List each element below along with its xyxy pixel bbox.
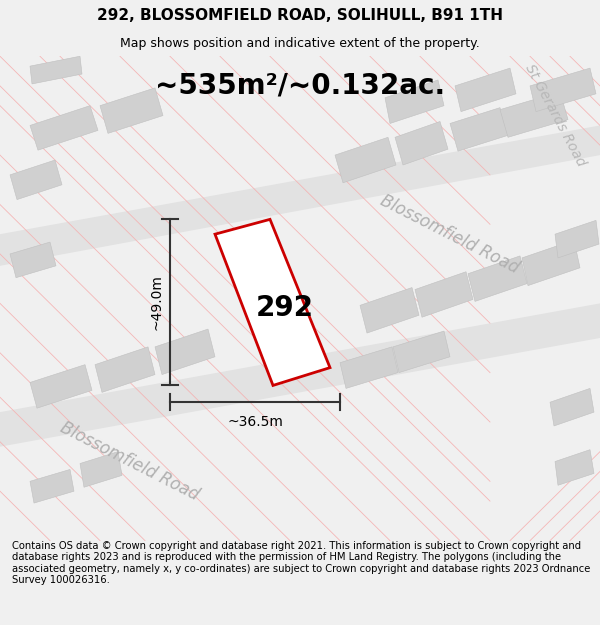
Polygon shape bbox=[30, 469, 74, 503]
Text: St Gerards Road: St Gerards Road bbox=[522, 62, 588, 169]
Polygon shape bbox=[335, 138, 396, 182]
Text: 292: 292 bbox=[256, 294, 314, 322]
Polygon shape bbox=[393, 331, 450, 372]
Text: Contains OS data © Crown copyright and database right 2021. This information is : Contains OS data © Crown copyright and d… bbox=[12, 541, 590, 586]
Polygon shape bbox=[555, 449, 594, 485]
Text: ~36.5m: ~36.5m bbox=[227, 415, 283, 429]
Polygon shape bbox=[0, 303, 600, 447]
Polygon shape bbox=[468, 256, 527, 301]
Polygon shape bbox=[10, 242, 56, 278]
Polygon shape bbox=[30, 56, 82, 84]
Polygon shape bbox=[155, 329, 215, 374]
Polygon shape bbox=[10, 160, 62, 199]
Polygon shape bbox=[522, 240, 580, 286]
Polygon shape bbox=[100, 88, 163, 133]
Polygon shape bbox=[500, 92, 568, 138]
Polygon shape bbox=[550, 388, 594, 426]
Polygon shape bbox=[340, 347, 398, 388]
Polygon shape bbox=[360, 288, 419, 333]
Polygon shape bbox=[30, 364, 92, 408]
Polygon shape bbox=[555, 221, 599, 258]
Polygon shape bbox=[0, 126, 600, 266]
Polygon shape bbox=[80, 452, 122, 488]
Polygon shape bbox=[385, 80, 444, 124]
Text: 292, BLOSSOMFIELD ROAD, SOLIHULL, B91 1TH: 292, BLOSSOMFIELD ROAD, SOLIHULL, B91 1T… bbox=[97, 8, 503, 23]
Text: ~49.0m: ~49.0m bbox=[149, 274, 163, 331]
Text: ~535m²/~0.132ac.: ~535m²/~0.132ac. bbox=[155, 72, 445, 100]
Text: Blossomfield Road: Blossomfield Road bbox=[377, 191, 523, 277]
Text: Blossomfield Road: Blossomfield Road bbox=[58, 419, 202, 504]
Polygon shape bbox=[95, 347, 155, 392]
Polygon shape bbox=[30, 106, 98, 150]
Polygon shape bbox=[415, 272, 473, 318]
Polygon shape bbox=[395, 121, 448, 165]
Polygon shape bbox=[450, 107, 508, 151]
Polygon shape bbox=[530, 68, 596, 112]
Polygon shape bbox=[455, 68, 516, 112]
Polygon shape bbox=[215, 219, 330, 386]
Text: Map shows position and indicative extent of the property.: Map shows position and indicative extent… bbox=[120, 38, 480, 51]
